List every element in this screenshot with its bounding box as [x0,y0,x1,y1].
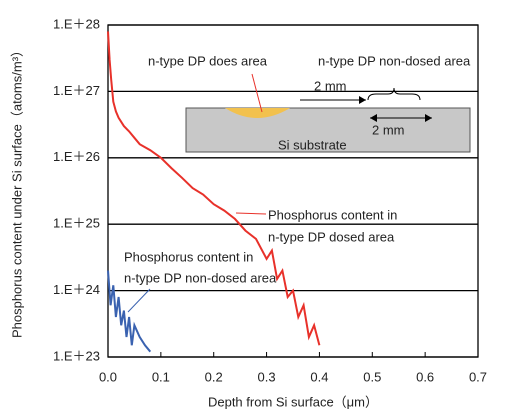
substrate [185,107,471,153]
x-tick-label: 0.0 [99,369,117,384]
plot-frame [107,24,479,358]
y-tick-label: 1.E＋28 [53,16,100,31]
arrow-head [359,96,366,104]
annotation: Phosphorus content in [124,249,253,264]
annotation: Phosphorus content in [268,207,397,222]
leader-line [235,212,267,215]
bracket [367,87,421,101]
annotation: 2 mm [314,78,347,93]
annotation: n-type DP dosed area [268,229,395,244]
y-tick-label: 1.E＋23 [53,348,100,363]
annotation: Si substrate [278,137,347,152]
y-axis-label: Phosphorus content under Si surface（atom… [9,44,24,338]
leader-line [251,73,263,113]
x-tick-label: 0.1 [152,369,170,384]
x-tick-label: 0.5 [363,369,381,384]
annotation: n-type DP does area [148,53,268,68]
leader-line [127,288,151,313]
x-tick-label: 0.2 [205,369,223,384]
data-line [107,270,152,353]
x-tick-label: 0.3 [258,369,276,384]
substrate-diagram [127,73,471,313]
x-tick-label: 0.7 [469,369,487,384]
y-tick-label: 1.E＋24 [53,282,100,297]
annotation: n-type DP non-dosed area [124,270,277,285]
x-tick-label: 0.6 [416,369,434,384]
y-tick-label: 1.E＋26 [53,149,100,164]
y-tick-label: 1.E＋27 [53,83,100,98]
dosed-area [225,108,290,118]
arrow-head [370,114,432,122]
annotation: 2 mm [372,122,405,137]
y-tick-label: 1.E＋25 [53,216,100,231]
x-axis-label: Depth from Si surface（μm） [208,394,378,409]
annotation: n-type DP non-dosed area [318,53,471,68]
x-tick-label: 0.4 [310,369,328,384]
data-line [107,31,321,346]
